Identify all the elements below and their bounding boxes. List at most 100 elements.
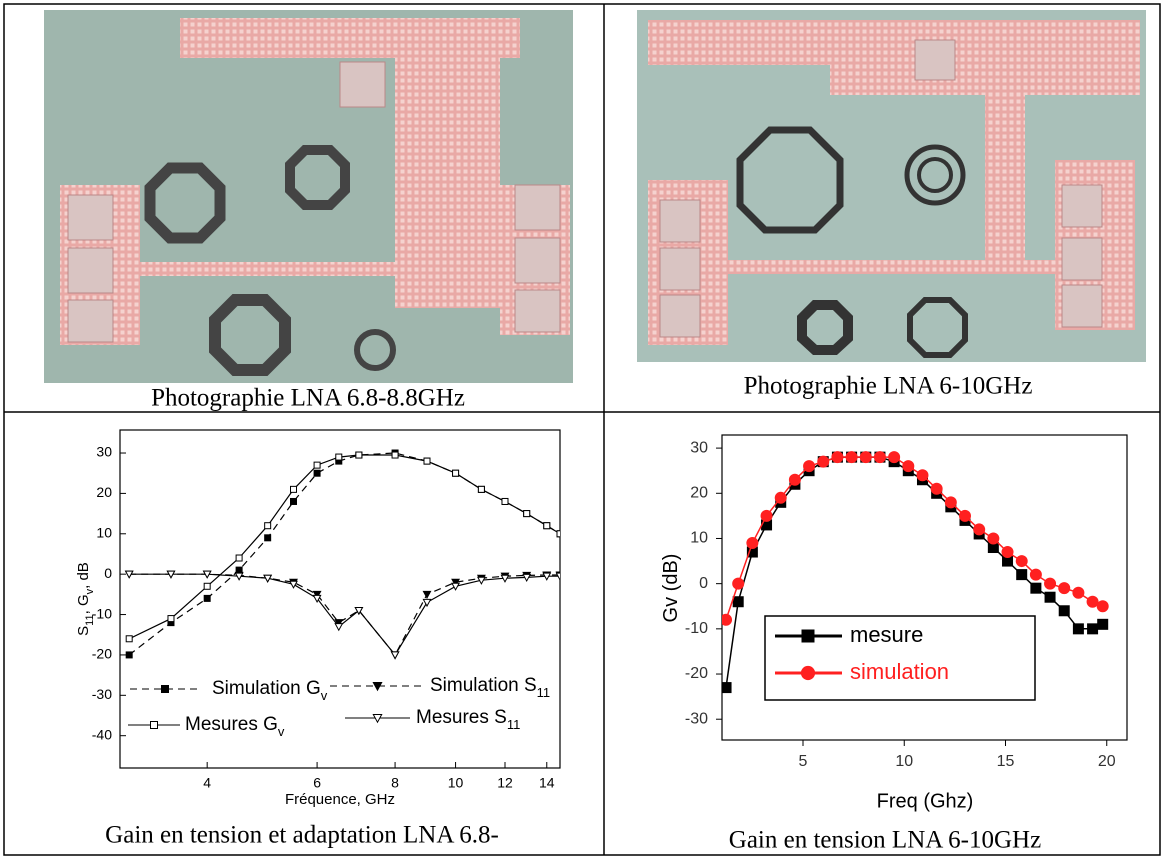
plot-area <box>722 451 1109 694</box>
x-tick-label: 10 <box>895 753 913 770</box>
text-part: Mesures S <box>416 707 507 728</box>
marker <box>477 485 485 493</box>
marker <box>355 451 363 459</box>
marker <box>1001 546 1014 559</box>
y-axis-label: Gv (dB) <box>660 554 682 623</box>
marker <box>372 714 383 724</box>
marker <box>801 629 815 643</box>
legend-label: Mesures Gv <box>185 714 285 739</box>
marker <box>1058 582 1071 595</box>
marker <box>1044 591 1056 603</box>
marker <box>944 496 957 509</box>
marker <box>556 530 560 538</box>
text-part: Mesures G <box>185 714 278 735</box>
y-tick-label: 30 <box>96 444 112 460</box>
marker <box>422 590 432 600</box>
marker <box>264 534 272 542</box>
marker <box>161 685 169 693</box>
marker <box>732 577 745 590</box>
marker <box>522 573 532 583</box>
subscript: v <box>321 688 328 703</box>
legend-label: mesure <box>850 622 923 647</box>
marker <box>1097 618 1109 630</box>
caption: Gain en tension LNA 6-10GHz <box>729 827 1041 854</box>
x-tick-label: 6 <box>313 775 321 791</box>
marker <box>422 598 432 608</box>
x-tick-label: 10 <box>448 775 464 791</box>
marker <box>203 582 211 590</box>
marker <box>1030 582 1042 594</box>
subscript: v <box>278 724 285 739</box>
plot-frame <box>119 429 561 769</box>
text-part: , G <box>75 594 92 614</box>
marker <box>334 623 344 632</box>
marker <box>800 665 816 681</box>
marker <box>263 574 273 583</box>
marker <box>732 596 744 608</box>
marker <box>372 682 383 692</box>
series-line <box>129 573 560 656</box>
marker <box>1086 595 1099 608</box>
marker <box>452 469 460 477</box>
y-tick-label: -10 <box>92 605 112 621</box>
subscript: 11 <box>507 717 521 732</box>
marker <box>313 469 321 477</box>
marker <box>290 485 298 493</box>
marker <box>1096 600 1109 613</box>
text-part: S <box>75 626 92 636</box>
marker <box>543 522 551 530</box>
y-tick-label: -20 <box>92 646 112 662</box>
series-line <box>128 452 560 656</box>
marker <box>150 721 158 729</box>
y-tick-label: 20 <box>96 484 112 500</box>
legend-label: Mesures S11 <box>416 707 520 732</box>
caption: Photographie LNA 6.8-8.8GHz <box>151 385 465 412</box>
marker <box>235 554 243 562</box>
y-tick-label: 30 <box>690 439 708 456</box>
y-tick-label: 10 <box>690 530 708 547</box>
marker <box>555 572 560 581</box>
marker <box>313 461 321 469</box>
marker <box>312 590 322 600</box>
marker <box>959 509 971 522</box>
marker <box>859 451 872 464</box>
marker <box>523 510 531 518</box>
marker <box>423 457 431 465</box>
series-line <box>128 454 560 640</box>
text-part: Simulation G <box>212 678 321 699</box>
marker <box>202 570 212 579</box>
plot-area <box>124 449 560 660</box>
legend-label: Simulation Gv <box>212 678 328 703</box>
marker <box>817 455 830 468</box>
marker <box>973 523 986 536</box>
legend-label: Simulation S11 <box>430 675 550 700</box>
text-part: mesure <box>850 622 923 647</box>
y-tick-label: -10 <box>685 620 708 637</box>
x-axis-label: Fréquence, GHz <box>285 791 395 808</box>
marker <box>542 572 552 581</box>
marker <box>501 497 509 505</box>
x-tick-label: 4 <box>203 775 211 791</box>
caption: Photographie LNA 6-10GHz <box>744 373 1033 400</box>
x-tick-label: 5 <box>799 753 808 770</box>
x-tick-label: 12 <box>497 775 513 791</box>
marker <box>1044 577 1057 590</box>
marker <box>1072 623 1084 635</box>
y-tick-label: 0 <box>104 565 112 581</box>
marker <box>203 594 211 602</box>
marker <box>803 460 816 473</box>
marker <box>930 482 943 495</box>
text-part: Gv (dB) <box>660 554 682 623</box>
legend-label: simulation <box>850 659 949 684</box>
y-tick-label: -40 <box>92 726 112 742</box>
y-tick-label: 20 <box>690 485 708 502</box>
marker <box>124 570 134 579</box>
marker <box>1058 605 1070 617</box>
y-tick-label: -30 <box>92 686 112 702</box>
marker <box>290 497 298 505</box>
marker <box>289 580 298 589</box>
chart: 30 20 10 0 -10 -20 -30 5 10 15 20 Freq (Ghz) Gv (dB)… <box>660 434 1128 812</box>
x-tick-label: 15 <box>997 753 1015 770</box>
y-tick-label: -30 <box>685 710 708 727</box>
